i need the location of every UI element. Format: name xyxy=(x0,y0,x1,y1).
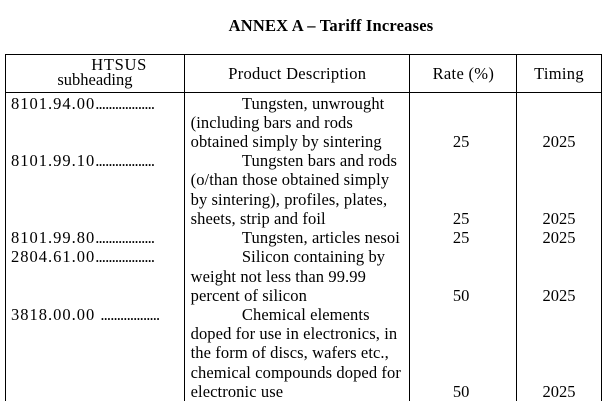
table-row: 8101.94.00.................. Tungsten, un… xyxy=(4,92,602,152)
rate-cell: 25 xyxy=(409,151,518,229)
description-line: the form of discs, wafers etc., xyxy=(190,343,389,363)
description-line: electronic use xyxy=(190,381,284,401)
htsus-subheading-cell: 2804.61.00.................. xyxy=(4,247,186,305)
htsus-subheading-cell: 8101.94.00.................. xyxy=(4,92,186,152)
column-header-rate: Rate (%) xyxy=(409,53,518,94)
description-line: obtained simply by sintering xyxy=(190,132,382,152)
description-line: doped for use in electronics, in xyxy=(190,324,398,344)
htsus-subheading-cell: 3818.00.00 .................. xyxy=(4,304,186,401)
htsus-subheading-cell: 8101.99.80.................. xyxy=(4,228,186,248)
table-row: 8101.99.10.................. Tungsten bar… xyxy=(4,151,602,229)
description-line: Silicon containing by xyxy=(241,247,386,267)
table-row: 2804.61.00.................. Silicon cont… xyxy=(4,247,602,305)
table-row: 3818.00.00 .................. Chemical el… xyxy=(4,304,602,401)
description-line: Chemical elements xyxy=(241,304,370,324)
column-header-timing: Timing xyxy=(516,53,602,94)
rate-cell: 25 xyxy=(409,92,518,152)
dot-leader: .................. xyxy=(95,93,155,113)
rate-cell: 25 xyxy=(409,228,518,248)
description-line: Tungsten, unwrought xyxy=(241,93,385,113)
dot-leader: .................. xyxy=(100,304,160,324)
timing-cell: 2025 xyxy=(516,304,602,401)
description-line: weight not less than 99.99 xyxy=(190,266,366,286)
description-line: chemical compounds doped for xyxy=(190,362,401,382)
column-header-product-description: Product Description xyxy=(184,53,411,94)
timing-cell: 2025 xyxy=(516,247,602,305)
tariff-table: HTSUS subheading Product Description Rat… xyxy=(4,53,602,401)
htsus-code: 8101.94.00 xyxy=(11,93,96,113)
product-description-cell: Tungsten, unwrought (including bars and r… xyxy=(184,92,411,152)
rate-cell: 50 xyxy=(409,247,518,305)
description-line: by sintering), profiles, plates, xyxy=(190,189,388,209)
htsus-code: 2804.61.00 xyxy=(11,247,96,267)
table-header-row: HTSUS subheading Product Description Rat… xyxy=(4,53,602,94)
table-row: 8101.99.80.................. Tungsten, ar… xyxy=(4,228,602,248)
dot-leader: .................. xyxy=(95,151,155,171)
product-description-cell: Chemical elements doped for use in electr… xyxy=(184,304,411,401)
htsus-code: 3818.00.00 xyxy=(11,304,101,324)
product-description-cell: Silicon containing by weight not less tha… xyxy=(184,247,411,305)
htsus-code: 8101.99.10 xyxy=(11,151,96,171)
description-line: Tungsten, articles nesoi xyxy=(241,228,400,248)
dot-leader: .................. xyxy=(95,228,155,248)
timing-cell: 2025 xyxy=(516,151,602,229)
timing-cell: 2025 xyxy=(516,228,602,248)
description-line: (o/than those obtained simply xyxy=(190,170,390,190)
timing-cell: 2025 xyxy=(516,92,602,152)
description-line: sheets, strip and foil xyxy=(190,208,326,228)
htsus-code: 8101.99.80 xyxy=(11,228,96,248)
page-title: ANNEX A – Tariff Increases xyxy=(228,16,434,36)
description-line: percent of silicon xyxy=(190,285,307,305)
dot-leader: .................. xyxy=(95,247,155,267)
column-header-htsus-subheading: HTSUS subheading xyxy=(4,53,186,94)
column-header-htsus-line2: subheading xyxy=(57,70,133,90)
description-line: Tungsten bars and rods xyxy=(241,151,398,171)
product-description-cell: Tungsten, articles nesoi xyxy=(184,228,411,248)
product-description-cell: Tungsten bars and rods (o/than those obta… xyxy=(184,151,411,229)
description-line: (including bars and rods xyxy=(190,112,353,132)
column-header-htsus-line1: HTSUS xyxy=(91,55,148,75)
rate-cell: 50 xyxy=(409,304,518,401)
htsus-subheading-cell: 8101.99.10.................. xyxy=(4,151,186,229)
